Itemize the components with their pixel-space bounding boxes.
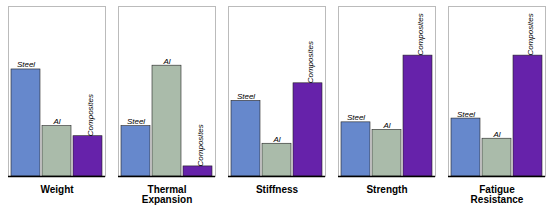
svg-text:Composites: Composites bbox=[306, 41, 315, 83]
svg-text:Steel: Steel bbox=[347, 113, 365, 122]
svg-text:Steel: Steel bbox=[127, 117, 145, 126]
svg-text:Al: Al bbox=[272, 135, 280, 144]
svg-text:Composites: Composites bbox=[526, 13, 535, 55]
svg-text:Strength: Strength bbox=[366, 184, 407, 195]
svg-text:Composites: Composites bbox=[86, 94, 95, 136]
svg-text:FatigueResistance: FatigueResistance bbox=[471, 184, 524, 205]
svg-text:Steel: Steel bbox=[237, 92, 255, 101]
svg-text:Al: Al bbox=[52, 117, 60, 126]
svg-text:Composites: Composites bbox=[196, 124, 205, 166]
svg-text:Al: Al bbox=[162, 57, 170, 66]
svg-text:Stiffness: Stiffness bbox=[256, 184, 299, 195]
svg-text:ThermalExpansion: ThermalExpansion bbox=[142, 184, 193, 205]
svg-text:Al: Al bbox=[492, 130, 500, 139]
svg-text:Weight: Weight bbox=[40, 184, 74, 195]
svg-text:Composites: Composites bbox=[416, 13, 425, 55]
svg-text:Al: Al bbox=[382, 121, 390, 130]
svg-text:Steel: Steel bbox=[17, 60, 35, 69]
svg-text:Steel: Steel bbox=[457, 110, 475, 119]
